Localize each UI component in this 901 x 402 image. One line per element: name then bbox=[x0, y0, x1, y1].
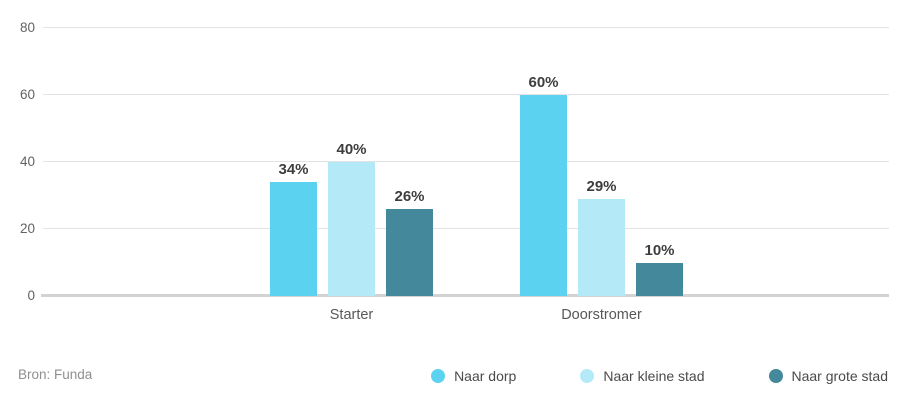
gridline bbox=[43, 27, 889, 28]
legend-label: Naar kleine stad bbox=[603, 368, 705, 384]
legend-label: Naar dorp bbox=[454, 368, 517, 384]
y-axis-tick-label: 40 bbox=[19, 154, 35, 169]
bar-wrapper: 60% bbox=[520, 74, 567, 296]
bar-naar-dorp[interactable] bbox=[270, 182, 317, 296]
bar-value-label: 34% bbox=[278, 161, 309, 179]
legend-dot-icon bbox=[768, 369, 783, 383]
bar-value-label: 29% bbox=[586, 177, 617, 195]
bar-value-label: 26% bbox=[394, 187, 425, 205]
bar-naar-kleine-stad[interactable] bbox=[328, 162, 375, 296]
source-label: Bron: Funda bbox=[18, 367, 93, 382]
gridline bbox=[43, 228, 889, 229]
bar-naar-grote-stad[interactable] bbox=[636, 262, 683, 296]
bar-naar-kleine-stad[interactable] bbox=[578, 198, 625, 296]
legend-label: Naar grote stad bbox=[791, 368, 889, 384]
legend-item-naar-dorp[interactable]: Naar dorp bbox=[431, 368, 516, 384]
legend-dot-icon bbox=[580, 369, 595, 383]
legend-dot-icon bbox=[431, 369, 446, 383]
bar-wrapper: 10% bbox=[636, 242, 683, 296]
bar-naar-dorp[interactable] bbox=[520, 95, 567, 296]
legend-item-naar-kleine-stad[interactable]: Naar kleine stad bbox=[580, 368, 705, 384]
bar-naar-grote-stad[interactable] bbox=[386, 208, 433, 296]
y-axis-tick-label: 0 bbox=[27, 288, 35, 303]
category-label: Starter bbox=[329, 307, 374, 323]
y-axis-tick-label: 60 bbox=[19, 87, 35, 102]
y-axis-tick-label: 20 bbox=[19, 221, 35, 236]
x-axis-baseline bbox=[41, 294, 889, 297]
bar-value-label: 40% bbox=[336, 141, 367, 158]
bar-value-label: 10% bbox=[644, 241, 675, 259]
gridline bbox=[43, 161, 889, 162]
bar-wrapper: 26% bbox=[386, 188, 433, 296]
category-label: Doorstromer bbox=[561, 307, 642, 323]
bar-wrapper: 40% bbox=[328, 141, 375, 296]
gridline bbox=[43, 94, 889, 95]
legend: Naar dorp Naar kleine stad Naar grote stad bbox=[431, 368, 888, 384]
bar-wrapper: 34% bbox=[270, 161, 317, 296]
bar-wrapper: 29% bbox=[578, 178, 625, 296]
bar-group-starter: 34% 40% 26% Starter bbox=[270, 141, 433, 323]
bar-value-label: 60% bbox=[528, 74, 559, 91]
legend-item-naar-grote-stad[interactable]: Naar grote stad bbox=[768, 368, 889, 384]
bar-group-doorstromer: 60% 29% 10% Doorstromer bbox=[520, 74, 683, 323]
y-axis-tick-label: 80 bbox=[19, 20, 35, 35]
plot-area: 34% 40% 26% Starter 60% 29% 10% Doorstromer bbox=[41, 27, 889, 323]
